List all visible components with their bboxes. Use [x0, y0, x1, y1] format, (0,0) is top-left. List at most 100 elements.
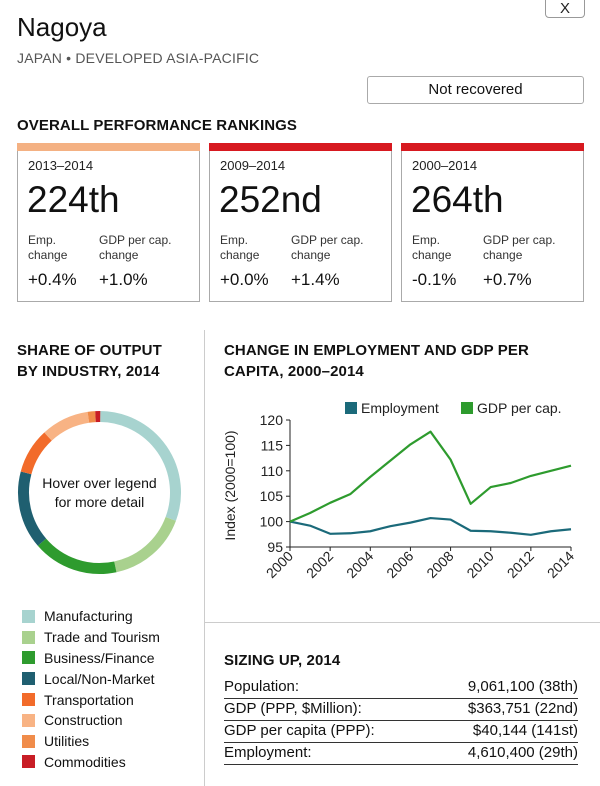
emp-change-label: Emp. change [412, 233, 452, 262]
rank-card-rank: 264th [411, 179, 504, 220]
legend-label: Trade and Tourism [44, 629, 160, 646]
y-tick-label: 110 [261, 463, 284, 479]
emp-change-value: +0.0% [220, 270, 269, 289]
legend-label: Transportation [44, 691, 134, 708]
x-tick-label: 2004 [343, 548, 376, 581]
industry-donut-chart[interactable]: Hover over legend for more detail [12, 405, 187, 580]
legend-swatch [22, 713, 35, 727]
gdp-change-label: GDP per cap. change [99, 233, 172, 262]
recovery-status-badge: Not recovered [367, 76, 584, 104]
emp-change-value: -0.1% [412, 270, 457, 289]
rankings-heading: OVERALL PERFORMANCE RANKINGS [17, 117, 298, 134]
legend-swatch [22, 755, 35, 769]
change-chart-heading: CHANGE IN EMPLOYMENT AND GDP PER CAPITA, … [224, 342, 529, 380]
legend-item-transportation[interactable]: Transportation [22, 689, 160, 710]
y-tick-label: 120 [260, 412, 284, 428]
rank-card-color-bar [209, 143, 392, 151]
y-tick-label: 95 [267, 539, 283, 555]
emp-change-label: Emp. change [28, 233, 68, 262]
rank-card-rank: 224th [27, 179, 120, 220]
legend-label: Local/Non-Market [44, 670, 155, 687]
sizing-row: GDP (PPP, $Million): $363,751 (22nd) [224, 699, 578, 721]
donut-slice-utilities[interactable] [87, 411, 96, 423]
donut-slice-construction[interactable] [44, 411, 90, 441]
sizing-value: 4,610,400 (29th) [467, 744, 578, 761]
legend-item-trade-and-tourism[interactable]: Trade and Tourism [22, 627, 160, 648]
donut-center-hint: Hover over legend for more detail [42, 474, 157, 510]
donut-slice-business-finance[interactable] [37, 538, 117, 574]
gdp-change-label: GDP per cap. change [483, 233, 556, 262]
sizing-label: GDP (PPP, $Million): [224, 700, 362, 717]
sizing-table: Population: 9,061,100 (38th) GDP (PPP, $Mi… [224, 677, 578, 765]
emp-change-value: +0.4% [28, 270, 77, 289]
legend-swatch [22, 630, 35, 644]
gdp-change-label: GDP per cap. change [291, 233, 364, 262]
rank-card-2013-2014: 2013–2014 224th Emp. change GDP per cap. c… [17, 143, 200, 302]
page-title: Nagoya [17, 12, 107, 42]
sizing-row: Population: 9,061,100 (38th) [224, 677, 578, 699]
legend-item-business-finance[interactable]: Business/Finance [22, 648, 160, 669]
sizing-value: 9,061,100 (38th) [467, 678, 578, 695]
legend-swatch [22, 734, 35, 748]
chart-legend-label: Employment [361, 400, 439, 416]
vertical-divider [204, 330, 205, 786]
chart-legend-swatch [461, 402, 473, 414]
legend-item-local-non-market[interactable]: Local/Non-Market [22, 668, 160, 689]
rank-card-color-bar [17, 143, 200, 151]
employment-gdp-line-chart: 95 100 105 110 115 120 2000 2002 2004 2006 2008 201… [205, 395, 600, 595]
legend-swatch [22, 693, 35, 707]
legend-item-commodities[interactable]: Commodities [22, 752, 160, 773]
sizing-label: GDP per capita (PPP): [224, 722, 375, 739]
rank-card-color-bar [401, 143, 584, 151]
rank-card-2009-2014: 2009–2014 252nd Emp. change GDP per cap. c… [209, 143, 392, 302]
donut-slice-trade-and-tourism[interactable] [114, 516, 176, 573]
legend-label: Construction [44, 712, 123, 729]
gdp-change-value: +1.4% [291, 270, 340, 289]
legend-item-utilities[interactable]: Utilities [22, 731, 160, 752]
rank-card-period: 2009–2014 [220, 158, 286, 173]
x-tick-label: 2006 [383, 548, 416, 581]
y-tick-label: 105 [260, 488, 284, 504]
legend-label: Utilities [44, 733, 90, 750]
x-tick-label: 2010 [463, 548, 496, 581]
close-button[interactable]: X [545, 0, 585, 18]
legend-label: Commodities [44, 753, 126, 770]
sizing-label: Population: [224, 678, 300, 695]
share-heading: SHARE OF OUTPUT BY INDUSTRY, 2014 [17, 342, 162, 380]
x-tick-label: 2012 [504, 548, 537, 581]
legend-item-construction[interactable]: Construction [22, 710, 160, 731]
gdp-change-value: +0.7% [483, 270, 532, 289]
legend-label: Manufacturing [44, 608, 133, 625]
sizing-value: $40,144 (141st) [472, 722, 578, 739]
series-line-gdp-per-cap- [289, 430, 572, 523]
sizing-heading: SIZING UP, 2014 [224, 652, 341, 669]
x-tick-label: 2014 [544, 548, 577, 581]
donut-slice-manufacturing[interactable] [100, 411, 181, 521]
legend-item-manufacturing[interactable]: Manufacturing [22, 606, 160, 627]
legend-swatch [22, 609, 35, 623]
emp-change-label: Emp. change [220, 233, 260, 262]
series-line-employment [289, 516, 572, 536]
rank-card-period: 2013–2014 [28, 158, 94, 173]
sizing-row: Employment: 4,610,400 (29th) [224, 743, 578, 765]
y-axis-label: Index (2000=100) [222, 430, 238, 540]
rank-card-period: 2000–2014 [412, 158, 478, 173]
chart-legend-label: GDP per cap. [477, 400, 562, 416]
donut-slice-transportation[interactable] [20, 432, 52, 475]
rank-card-2000-2014: 2000–2014 264th Emp. change GDP per cap. c… [401, 143, 584, 302]
y-tick-label: 100 [260, 514, 284, 530]
sizing-value: $363,751 (22nd) [467, 700, 578, 717]
x-tick-label: 2008 [423, 548, 456, 581]
horizontal-divider [205, 622, 600, 623]
sizing-label: Employment: [224, 744, 312, 761]
industry-legend: Manufacturing Trade and Tourism Business/F… [22, 606, 160, 772]
donut-slice-local-non-market[interactable] [18, 471, 47, 546]
chart-legend-swatch [345, 402, 357, 414]
sizing-row: GDP per capita (PPP): $40,144 (141st) [224, 721, 578, 743]
y-tick-label: 115 [261, 437, 284, 453]
legend-swatch [22, 651, 35, 665]
legend-label: Business/Finance [44, 649, 155, 666]
region-subtitle: JAPAN • DEVELOPED ASIA-PACIFIC [17, 50, 260, 66]
rank-card-rank: 252nd [219, 179, 322, 220]
legend-swatch [22, 672, 35, 686]
